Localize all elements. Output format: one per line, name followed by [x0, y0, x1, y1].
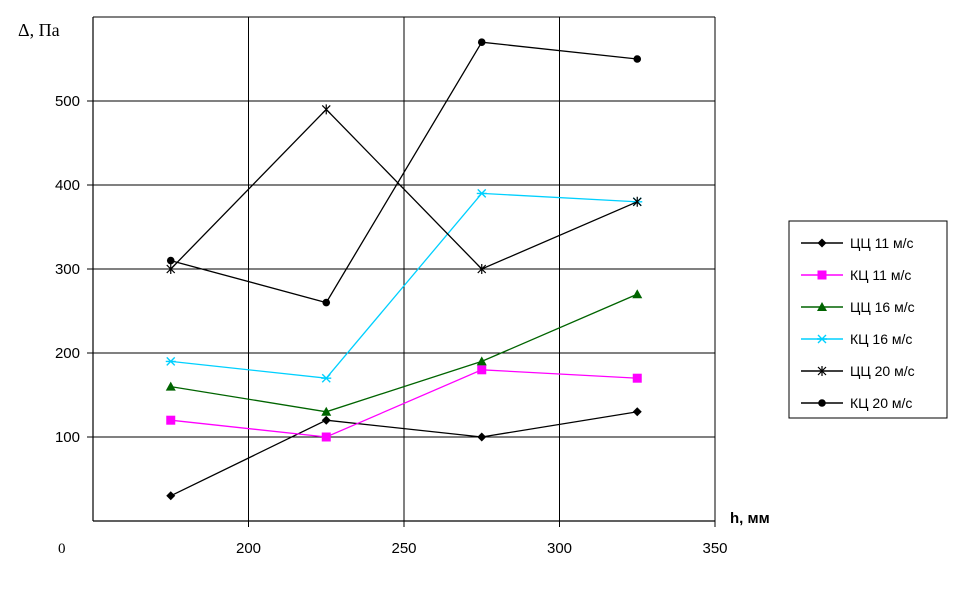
legend-marker: [817, 270, 827, 280]
data-point: [632, 407, 642, 417]
data-point: [477, 365, 487, 375]
y-tick-labels: 100 200 300 400 500: [55, 93, 93, 446]
data-point: [476, 188, 487, 198]
series-line: [170, 192, 638, 379]
data-point: [165, 381, 176, 391]
data-point: [477, 38, 486, 46]
y-tick-label: 500: [55, 93, 80, 110]
legend: ЦЦ 11 м/с КЦ 11 м/с ЦЦ 16 м/с КЦ 16 м/с ЦЦ 2…: [788, 220, 948, 419]
legend-marker: [817, 238, 827, 248]
x-tick-label: 350: [702, 540, 727, 557]
data-point: [321, 406, 332, 416]
data-point: [632, 196, 642, 207]
legend-label: КЦ 16 м/с: [850, 331, 912, 347]
y-tick-label: 100: [55, 429, 80, 446]
legend-item: КЦ 20 м/с: [801, 395, 912, 411]
series-line: [170, 41, 638, 304]
x-tick-label: 300: [547, 540, 572, 557]
legend-label: ЦЦ 20 м/с: [850, 363, 915, 379]
y-tick-label: 300: [55, 261, 80, 278]
data-point: [166, 415, 176, 425]
series-1: [166, 407, 642, 501]
legend-label: ЦЦ 11 м/с: [850, 235, 914, 251]
series-lines: [165, 38, 643, 501]
data-point: [633, 55, 642, 63]
legend-item: КЦ 16 м/с: [801, 331, 912, 347]
y-tick-label: 400: [55, 177, 80, 194]
data-point: [321, 373, 332, 383]
series-5: [166, 104, 642, 274]
data-point: [477, 432, 487, 442]
legend-marker: [817, 334, 827, 344]
legend-item: ЦЦ 11 м/с: [801, 235, 914, 251]
data-point: [477, 264, 487, 274]
data-point: [166, 491, 176, 501]
series-line: [170, 108, 638, 270]
legend-marker: [817, 302, 827, 311]
series-6: [166, 38, 642, 307]
series-line: [170, 411, 638, 497]
x-tick-label: 200: [236, 540, 261, 557]
data-point: [476, 356, 487, 366]
x-tick-labels: 200 250 300 350: [236, 521, 728, 557]
data-point: [321, 104, 331, 115]
data-point: [166, 264, 176, 274]
y-tick-label: 200: [55, 345, 80, 362]
data-point: [632, 289, 643, 299]
series-3: [165, 289, 643, 416]
data-point: [321, 415, 331, 425]
origin-label: 0: [58, 541, 66, 557]
x-axis-label: h, мм: [730, 510, 770, 527]
data-point: [165, 356, 176, 366]
legend-label: КЦ 11 м/с: [850, 267, 911, 283]
data-point: [322, 298, 331, 307]
legend-item: КЦ 11 м/с: [801, 267, 911, 283]
legend-item: ЦЦ 20 м/с: [801, 363, 915, 379]
legend-label: ЦЦ 16 м/с: [850, 299, 915, 315]
x-tick-label: 250: [391, 540, 416, 557]
grid-lines: [93, 16, 716, 521]
legend-marker: [817, 366, 827, 376]
legend-label: КЦ 20 м/с: [850, 395, 912, 411]
legend-box: [788, 220, 948, 419]
legend-item: ЦЦ 16 м/с: [801, 299, 915, 315]
y-axis-label: Δ, Па: [18, 20, 60, 40]
series-line: [170, 293, 638, 413]
series-line: [170, 369, 638, 438]
data-point: [632, 373, 642, 383]
legend-marker: [818, 399, 826, 407]
data-point: [166, 256, 175, 265]
series-2: [166, 365, 642, 442]
data-point: [321, 432, 331, 442]
